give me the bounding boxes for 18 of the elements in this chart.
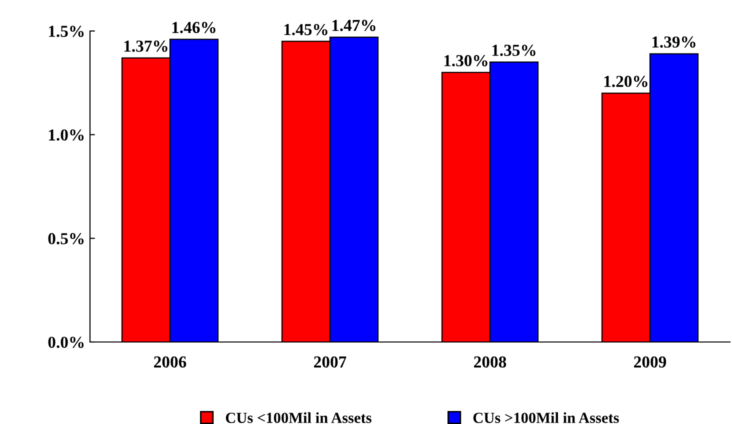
y-tick-label: 0.0%: [48, 336, 84, 348]
x-tick-label: 2007: [314, 356, 346, 368]
data-label: 1.39%: [652, 36, 696, 48]
data-label: 1.30%: [444, 55, 488, 66]
y-tick-label: 1.0%: [48, 129, 84, 141]
data-label: 1.37%: [124, 40, 168, 52]
data-label: 1.46%: [172, 22, 216, 34]
data-label: 1.35%: [492, 44, 536, 56]
data-label: 1.47%: [332, 20, 376, 32]
legend-label: CUs >100Mil in Assets: [473, 412, 619, 424]
data-label: 1.20%: [604, 76, 648, 88]
x-tick-label: 2006: [154, 356, 186, 368]
y-tick-label: 0.5%: [48, 233, 84, 244]
y-tick-label: 1.5%: [48, 26, 84, 38]
legend-label: CUs <100Mil in Assets: [226, 412, 372, 424]
x-tick-label: 2009: [634, 356, 666, 368]
data-label: 1.45%: [284, 24, 328, 36]
x-tick-label: 2008: [474, 356, 506, 368]
